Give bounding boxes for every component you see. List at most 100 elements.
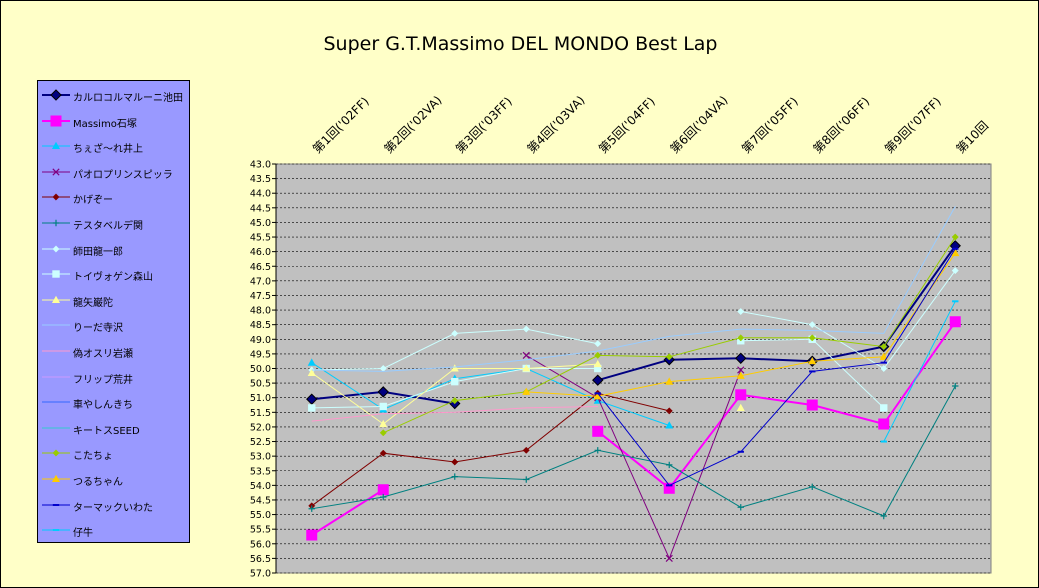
legend-label: キートスSEED <box>73 425 140 437</box>
series-14 <box>379 233 959 437</box>
y-tick-label: 47.5 <box>250 291 271 302</box>
data-point <box>665 407 673 415</box>
legend-swatch <box>42 295 70 303</box>
y-tick-label: 50.5 <box>250 379 271 390</box>
legend-label: りーだ寺沢 <box>73 323 123 335</box>
data-point <box>806 399 818 411</box>
series-5 <box>308 382 959 520</box>
series-line <box>311 385 956 517</box>
series-9 <box>311 206 956 372</box>
legend-label: パオロプリンスピッラ <box>73 169 173 181</box>
series-16 <box>594 247 959 487</box>
data-point <box>523 476 530 483</box>
y-tick-label: 52.0 <box>250 422 271 433</box>
legend-swatch <box>42 270 70 278</box>
data-point <box>307 368 316 376</box>
x-category-label: 第3回('03FF) <box>453 94 515 156</box>
data-point <box>949 316 961 328</box>
data-point <box>951 248 960 257</box>
data-point <box>951 267 959 275</box>
data-point <box>737 504 744 511</box>
data-point <box>951 233 959 241</box>
legend-item: Massimo石塚 <box>38 113 189 130</box>
series-line <box>311 406 598 422</box>
legend-swatch <box>42 449 70 457</box>
x-category-label: 第5回('04FF) <box>596 94 658 156</box>
y-tick-label: 47.0 <box>250 276 271 287</box>
legend-swatch <box>42 245 70 253</box>
data-point <box>737 334 745 342</box>
data-point <box>663 482 675 494</box>
series-line <box>311 392 670 507</box>
legend-item: りーだ寺沢 <box>38 317 189 335</box>
legend-swatch <box>42 193 70 201</box>
data-point <box>665 554 673 563</box>
y-tick-label: 50.0 <box>250 364 271 375</box>
series-6 <box>308 267 959 374</box>
data-point <box>737 366 745 374</box>
legend-item: フリップ荒井 <box>38 369 189 386</box>
y-tick-label: 49.0 <box>250 335 271 346</box>
data-point <box>451 377 459 386</box>
y-tick-label: 57.0 <box>250 569 271 580</box>
y-tick-label: 52.5 <box>250 437 271 448</box>
legend-label: ターマックいわた <box>73 502 153 514</box>
data-point <box>377 386 389 398</box>
data-point <box>306 529 318 541</box>
data-point <box>809 483 816 491</box>
legend-swatch <box>42 168 70 176</box>
data-point <box>51 295 61 303</box>
data-point <box>450 364 459 372</box>
series-line <box>883 301 956 442</box>
legend-label: かげぞー <box>73 195 113 207</box>
data-point <box>522 351 530 359</box>
data-point <box>451 329 459 337</box>
data-point <box>308 404 316 412</box>
series-line <box>597 245 957 382</box>
legend-label: 師田龍一郎 <box>73 246 123 258</box>
legend-item: 偽オスリ岩瀬 <box>38 343 189 360</box>
legend-swatch <box>42 474 70 483</box>
x-category-label: 第9回('07FF) <box>882 94 944 156</box>
data-point <box>808 334 816 342</box>
legend-item: トイヴォゲン森山 <box>38 266 189 283</box>
legend-item: テスタベルデ関 <box>38 215 189 232</box>
data-point <box>306 393 318 405</box>
data-point <box>451 473 458 480</box>
legend-item: ちぇざ～れ井上 <box>38 138 189 156</box>
y-tick-label: 54.5 <box>250 495 271 506</box>
data-point <box>451 458 459 466</box>
x-category-label: 第2回('02VA) <box>381 93 444 156</box>
legend-item: 車やしんきち <box>38 394 189 411</box>
data-point <box>952 382 959 390</box>
legend-label: ちぇざ～れ井上 <box>73 144 143 156</box>
series-8 <box>307 359 745 428</box>
x-category-label: 第8回('06FF) <box>810 94 872 156</box>
legend-label: フリップ荒井 <box>73 374 133 386</box>
data-point <box>308 505 315 512</box>
data-point <box>594 447 601 454</box>
legend-item: ターマックいわた <box>38 497 189 514</box>
y-tick-label: 54.0 <box>250 481 271 492</box>
legend-label: 龍矢巌陀 <box>73 297 113 309</box>
y-tick-label: 43.5 <box>250 174 271 185</box>
series-17 <box>880 300 959 443</box>
data-point <box>379 419 388 428</box>
y-tick-label: 46.0 <box>250 247 271 258</box>
legend-label: こたちょ <box>73 451 113 463</box>
legend-item: キートスSEED <box>38 420 189 437</box>
y-tick-label: 51.5 <box>250 408 271 419</box>
legend-item: カルロコルマルーニ池田 <box>38 87 189 104</box>
legend-label: 偽オスリ岩瀬 <box>73 349 133 360</box>
legend-swatch <box>42 350 70 352</box>
data-point <box>880 364 888 373</box>
x-category-label: 第4回('03VA) <box>524 93 587 156</box>
series-10 <box>311 406 598 422</box>
data-point <box>594 351 602 359</box>
data-point <box>666 461 673 469</box>
y-tick-label: 48.5 <box>250 320 271 331</box>
x-category-label: 第6回('04VA) <box>667 93 730 156</box>
legend-swatch <box>42 529 70 532</box>
